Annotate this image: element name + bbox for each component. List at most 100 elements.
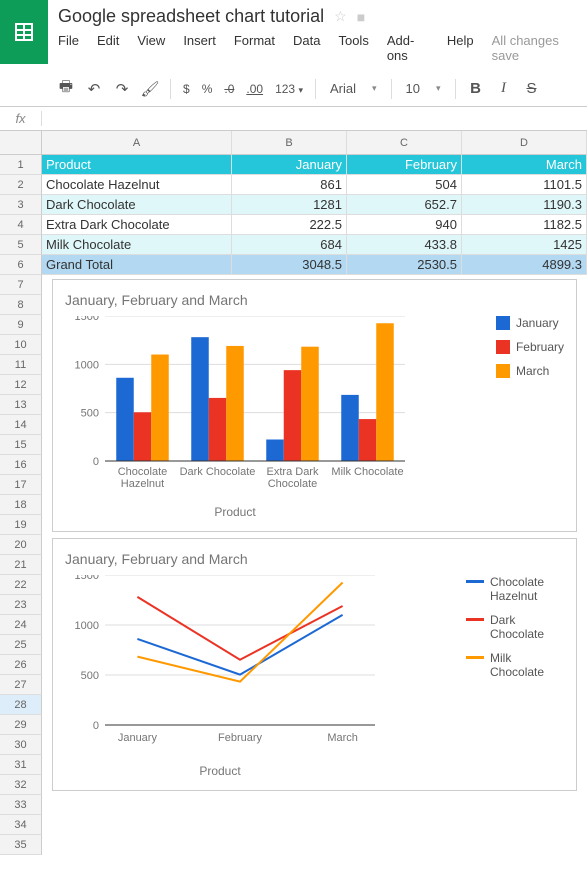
row-header[interactable]: 2	[0, 175, 42, 195]
star-icon[interactable]: ☆	[334, 8, 347, 25]
row-header[interactable]: 8	[0, 295, 42, 315]
cell[interactable]: 861	[232, 175, 347, 195]
row-header[interactable]: 12	[0, 375, 42, 395]
row-header[interactable]: 28	[0, 695, 42, 715]
row-header[interactable]: 29	[0, 715, 42, 735]
cell[interactable]: Dark Chocolate	[42, 195, 232, 215]
row-header[interactable]: 22	[0, 575, 42, 595]
svg-text:Chocolate: Chocolate	[268, 478, 318, 490]
row-header[interactable]: 7	[0, 275, 42, 295]
paint-format-icon[interactable]: 🖌	[138, 77, 162, 101]
row-header[interactable]: 30	[0, 735, 42, 755]
row-header[interactable]: 24	[0, 615, 42, 635]
row-header[interactable]: 19	[0, 515, 42, 535]
cell[interactable]: 652.7	[347, 195, 462, 215]
cell[interactable]: 684	[232, 235, 347, 255]
format-currency[interactable]: $	[179, 82, 194, 96]
cell[interactable]: 504	[347, 175, 462, 195]
sheets-logo[interactable]	[0, 0, 48, 64]
more-formats[interactable]: 123 ▾	[271, 82, 307, 96]
cell[interactable]: 4899.3	[462, 255, 587, 275]
increase-decimal[interactable]: .00	[242, 82, 267, 96]
cell[interactable]: Extra Dark Chocolate	[42, 215, 232, 235]
cell[interactable]: 1101.5	[462, 175, 587, 195]
row-header[interactable]: 17	[0, 475, 42, 495]
italic-button[interactable]: I	[492, 77, 516, 101]
folder-icon[interactable]: ■	[357, 9, 365, 25]
cell[interactable]: 1425	[462, 235, 587, 255]
strikethrough-button[interactable]: S	[520, 77, 544, 101]
cell[interactable]: 940	[347, 215, 462, 235]
cell[interactable]: Milk Chocolate	[42, 235, 232, 255]
row-header[interactable]: 31	[0, 755, 42, 775]
table-row: ProductJanuaryFebruaryMarch	[42, 155, 587, 175]
cell[interactable]: Chocolate Hazelnut	[42, 175, 232, 195]
row-header[interactable]: 3	[0, 195, 42, 215]
font-family-selector[interactable]: Arial▾	[324, 81, 383, 96]
row-header[interactable]: 5	[0, 235, 42, 255]
bar-chart[interactable]: January, February and March050010001500C…	[52, 279, 577, 532]
format-percent[interactable]: %	[198, 82, 217, 96]
cell[interactable]: February	[347, 155, 462, 175]
document-title[interactable]: Google spreadsheet chart tutorial	[58, 6, 324, 27]
font-size-selector[interactable]: 10▾	[400, 81, 447, 96]
row-header[interactable]: 6	[0, 255, 42, 275]
table-row: Extra Dark Chocolate222.59401182.5	[42, 215, 587, 235]
row-header[interactable]: 4	[0, 215, 42, 235]
row-header[interactable]: 33	[0, 795, 42, 815]
row-header[interactable]: 35	[0, 835, 42, 855]
row-header[interactable]: 18	[0, 495, 42, 515]
cell[interactable]: 1281	[232, 195, 347, 215]
menu-data[interactable]: Data	[293, 33, 320, 63]
svg-text:0: 0	[93, 456, 99, 468]
menu-help[interactable]: Help	[447, 33, 474, 63]
row-header[interactable]: 23	[0, 595, 42, 615]
decrease-decimal[interactable]: .0	[220, 82, 238, 96]
row-header[interactable]: 27	[0, 675, 42, 695]
cell[interactable]: 433.8	[347, 235, 462, 255]
print-icon[interactable]: 🖶	[54, 77, 78, 101]
row-header[interactable]: 32	[0, 775, 42, 795]
formula-input[interactable]	[42, 107, 587, 130]
column-header[interactable]: A	[42, 131, 232, 155]
cell[interactable]: 2530.5	[347, 255, 462, 275]
menu-view[interactable]: View	[137, 33, 165, 63]
bold-button[interactable]: B	[464, 77, 488, 101]
row-header[interactable]: 13	[0, 395, 42, 415]
menu-file[interactable]: File	[58, 33, 79, 63]
cell[interactable]: 222.5	[232, 215, 347, 235]
cell[interactable]: 3048.5	[232, 255, 347, 275]
row-header[interactable]: 25	[0, 635, 42, 655]
redo-icon[interactable]: ↷	[110, 77, 134, 101]
menu-edit[interactable]: Edit	[97, 33, 119, 63]
line-chart[interactable]: January, February and March050010001500J…	[52, 538, 577, 791]
row-header[interactable]: 11	[0, 355, 42, 375]
column-header[interactable]: C	[347, 131, 462, 155]
cell[interactable]: January	[232, 155, 347, 175]
column-header[interactable]: D	[462, 131, 587, 155]
undo-icon[interactable]: ↶	[82, 77, 106, 101]
menu-insert[interactable]: Insert	[183, 33, 216, 63]
cell[interactable]: 1182.5	[462, 215, 587, 235]
row-header[interactable]: 10	[0, 335, 42, 355]
row-header[interactable]: 20	[0, 535, 42, 555]
menu-addons[interactable]: Add-ons	[387, 33, 429, 63]
row-header[interactable]: 14	[0, 415, 42, 435]
cell[interactable]: March	[462, 155, 587, 175]
menu-tools[interactable]: Tools	[338, 33, 368, 63]
row-header[interactable]: 21	[0, 555, 42, 575]
row-header[interactable]: 16	[0, 455, 42, 475]
cell[interactable]: Product	[42, 155, 232, 175]
menu-format[interactable]: Format	[234, 33, 275, 63]
cell[interactable]: 1190.3	[462, 195, 587, 215]
row-header[interactable]: 1	[0, 155, 42, 175]
row-header[interactable]: 9	[0, 315, 42, 335]
row-header[interactable]: 15	[0, 435, 42, 455]
row-header[interactable]: 26	[0, 655, 42, 675]
cell[interactable]: Grand Total	[42, 255, 232, 275]
save-status: All changes save	[492, 33, 577, 63]
row-header[interactable]: 34	[0, 815, 42, 835]
column-header[interactable]: B	[232, 131, 347, 155]
svg-text:January: January	[118, 732, 158, 744]
select-all-corner[interactable]	[0, 131, 42, 155]
